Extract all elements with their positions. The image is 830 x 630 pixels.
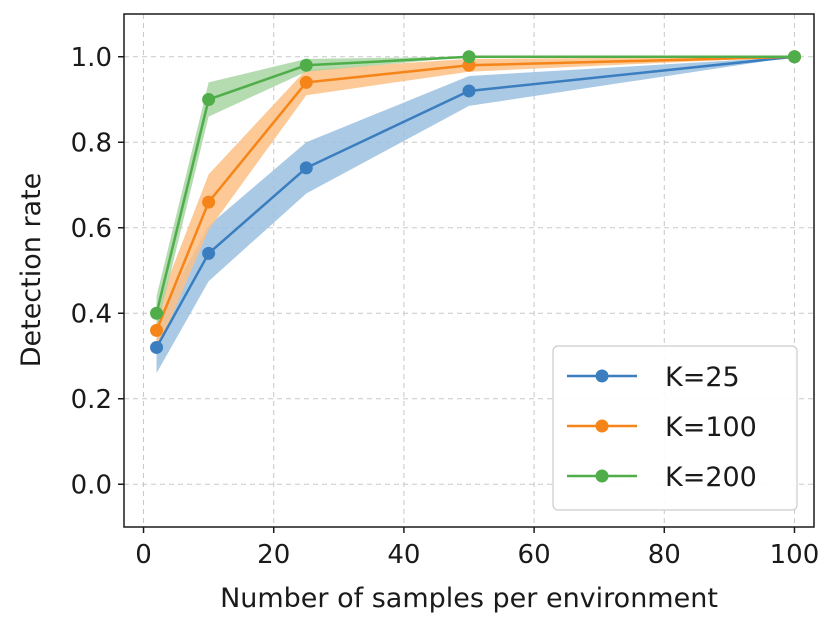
point-k-25 xyxy=(299,161,313,175)
confidence-bands xyxy=(156,56,795,374)
y-tick-label: 0.2 xyxy=(71,385,112,415)
point-k-200 xyxy=(202,93,216,106)
legend-marker xyxy=(595,369,609,383)
legend-label: K=100 xyxy=(665,412,757,443)
point-k-100 xyxy=(299,75,313,89)
legend-marker xyxy=(595,469,609,483)
y-tick-label: 0.6 xyxy=(71,214,112,244)
x-tick-label: 40 xyxy=(387,540,420,570)
y-tick-label: 0.8 xyxy=(71,128,112,158)
y-axis-label: Detection rate xyxy=(16,173,47,368)
y-tick-label: 0.0 xyxy=(71,470,112,500)
point-k-25 xyxy=(150,340,164,354)
legend-label: K=200 xyxy=(665,462,757,493)
series-points xyxy=(150,50,801,354)
legend-label: K=25 xyxy=(665,362,740,393)
point-k-25 xyxy=(202,246,216,260)
point-k-200 xyxy=(787,50,801,64)
x-tick-label: 0 xyxy=(135,540,152,570)
legend-box xyxy=(552,345,798,511)
point-k-200 xyxy=(462,50,476,64)
x-tick-label: 80 xyxy=(648,540,681,570)
y-tick-label: 0.4 xyxy=(71,299,112,329)
x-tick-label: 100 xyxy=(770,540,820,570)
x-tick-label: 20 xyxy=(257,540,290,570)
legend: K=25 K=100 K=200 xyxy=(552,345,798,511)
legend-marker xyxy=(595,419,609,433)
band-k-200 xyxy=(156,56,795,331)
x-tick-label: 60 xyxy=(518,540,551,570)
plot-frame xyxy=(123,13,815,528)
point-k-25 xyxy=(462,84,476,98)
point-k-200 xyxy=(150,306,164,320)
point-k-100 xyxy=(202,195,216,209)
y-tick-label: 1.0 xyxy=(71,43,112,73)
x-axis-ticks: 0 20 40 60 80 100 xyxy=(135,527,819,570)
point-k-100 xyxy=(150,323,164,337)
x-axis-label: Number of samples per environment xyxy=(220,583,718,614)
y-axis-ticks: 0.0 0.2 0.4 0.6 0.8 1.0 xyxy=(71,43,124,500)
point-k-200 xyxy=(299,58,313,72)
